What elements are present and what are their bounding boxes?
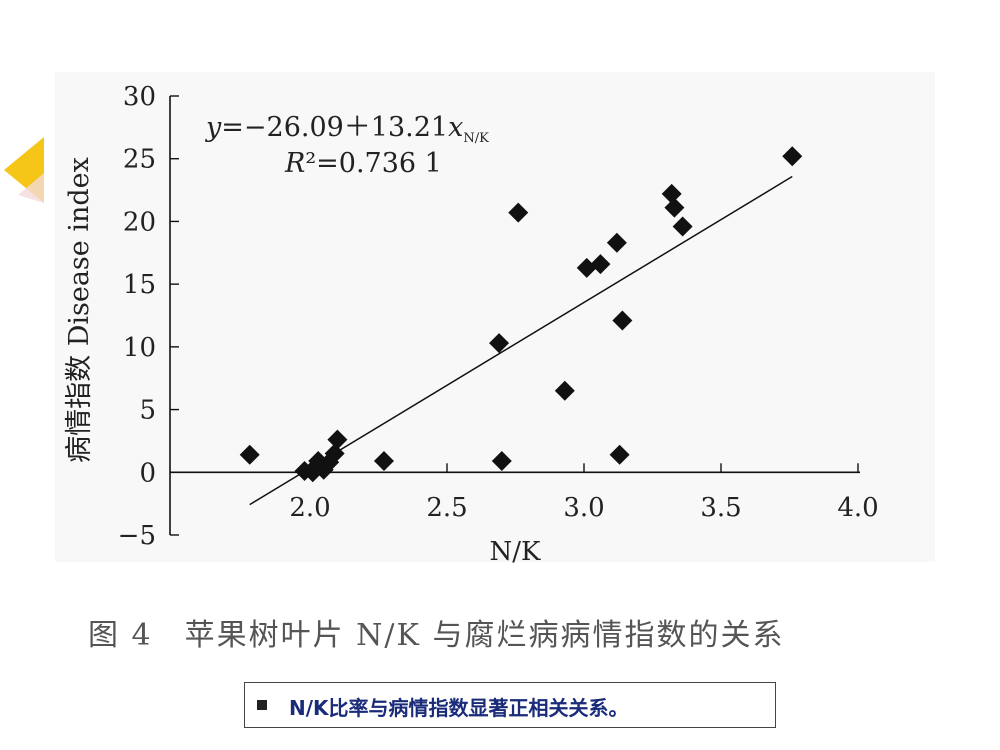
data-point <box>491 450 512 471</box>
data-point <box>554 380 575 401</box>
y-tick-label: 5 <box>139 396 156 426</box>
x-tick-label: 2.5 <box>426 493 467 523</box>
data-point <box>612 310 633 331</box>
previous-slide-arrow-icon[interactable] <box>2 135 46 205</box>
x-tick-label: 4.0 <box>837 493 878 523</box>
x-tick-label: 3.5 <box>700 493 741 523</box>
data-point <box>324 443 345 464</box>
data-point <box>327 429 348 450</box>
y-tick-label: 10 <box>123 333 156 363</box>
ticks: −5 0 5 10 15 20 25 30 2.0 2.5 3.0 3.5 4.0 <box>118 82 879 551</box>
data-point <box>661 183 682 204</box>
y-tick-label: −5 <box>118 521 156 551</box>
regression-equation: y=−26.09＋13.21xN/K <box>205 112 489 146</box>
y-tick-label: 15 <box>123 270 156 300</box>
note-text: N/K比率与病情指数显著正相关关系。 <box>289 696 629 720</box>
x-axis-label: N/K <box>490 537 542 567</box>
data-points <box>239 146 803 483</box>
data-point <box>373 450 394 471</box>
bullet-icon <box>257 700 267 710</box>
y-tick-label: 0 <box>139 458 156 488</box>
data-point <box>664 197 685 218</box>
data-point <box>508 202 529 223</box>
data-point <box>672 216 693 237</box>
x-tick-label: 2.0 <box>289 493 330 523</box>
data-point <box>239 444 260 465</box>
y-tick-label: 30 <box>123 82 156 112</box>
data-point <box>590 254 611 275</box>
y-axis-label: 病情指数 Disease index <box>64 157 95 463</box>
axes <box>169 96 860 535</box>
y-tick-label: 25 <box>123 145 156 175</box>
figure-caption: 图 4 苹果树叶片 N/K 与腐烂病病情指数的关系 <box>88 618 785 653</box>
axis-labels: y=−26.09＋13.21xN/KR²=0.736 1 N/K 病情指数 Dise… <box>64 112 541 567</box>
data-point <box>782 146 803 167</box>
y-tick-label: 20 <box>123 207 156 237</box>
data-point <box>609 444 630 465</box>
data-point <box>489 333 510 354</box>
data-point <box>606 232 627 253</box>
note-box: N/K比率与病情指数显著正相关关系。 <box>244 682 776 728</box>
x-tick-label: 3.0 <box>563 493 604 523</box>
r-squared-label: R²=0.736 1 <box>284 148 442 179</box>
